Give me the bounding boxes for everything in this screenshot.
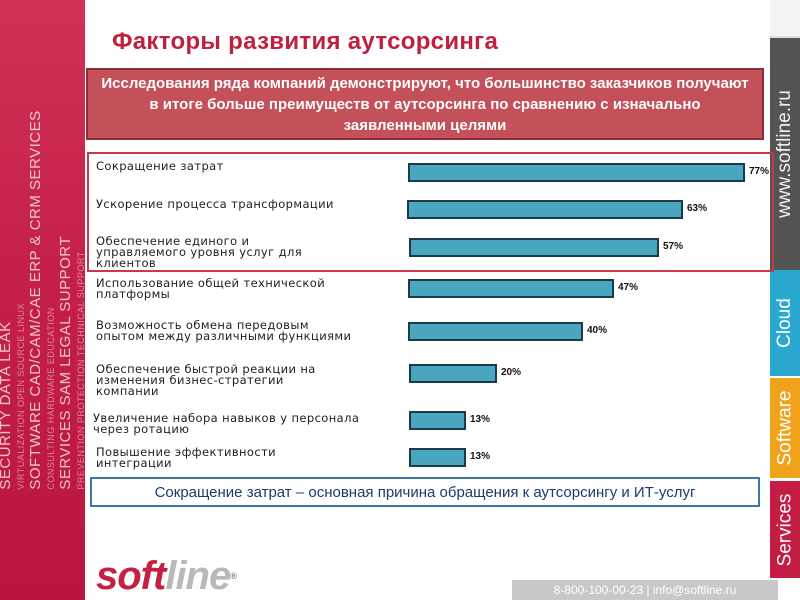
right-bar-top (770, 0, 800, 38)
cloud-tab[interactable]: Cloud (770, 270, 800, 376)
category-label: Ускорение процесса трансформации (96, 197, 334, 211)
site-url-text: www.softline.ru (774, 90, 795, 218)
category-label: интеграции (96, 456, 172, 470)
bar (409, 364, 497, 383)
research-banner-text: Исследования ряда компаний демонстрируют… (101, 74, 749, 134)
right-bar-url-panel (770, 38, 800, 270)
services-tab-label: Services (774, 493, 796, 566)
bar (408, 322, 583, 341)
bar (408, 163, 745, 182)
conclusion-box: Сокращение затрат – основная причина обр… (90, 477, 760, 507)
value-label: 20% (501, 367, 522, 378)
contacts-text: 8-800-100-00-23 | info@softline.ru (553, 583, 737, 597)
softline-logo[interactable]: softline® (96, 554, 237, 598)
category-label: клиентов (96, 256, 157, 270)
category-label: компании (96, 384, 159, 398)
value-label: 57% (663, 241, 684, 252)
category-label: Сокращение затрат (96, 159, 224, 173)
category-label: изменения бизнес-стратегии (96, 373, 284, 387)
category-label: Повышение эффективности (96, 445, 277, 459)
top-factors-highlight (87, 152, 774, 272)
category-label: через ротацию (93, 422, 190, 436)
value-label: 13% (470, 414, 491, 425)
value-label: 40% (587, 325, 608, 336)
bar (407, 200, 683, 219)
category-label: управляемого уровня услуг для (96, 245, 303, 259)
value-label: 77% (749, 166, 770, 177)
bar (409, 238, 659, 257)
factors-bar-chart: Сокращение затрат 77% Ускорение процесса т… (93, 159, 770, 470)
software-tab-label: Software (774, 390, 796, 466)
software-tab[interactable]: Software (770, 378, 800, 478)
right-side-bar: www.softline.ru Cloud Software Services (770, 0, 800, 600)
cloud-tab-label: Cloud (774, 298, 795, 348)
logo-registered-mark: ® (230, 571, 237, 581)
value-label: 13% (470, 451, 491, 462)
logo-line: line (165, 554, 231, 598)
page-title: Факторы развития аутсорсинга (112, 28, 499, 55)
left-decorative-banner: SECURITY DATA LEAK VIRTUALIZATION OPEN SO… (0, 0, 85, 600)
category-label: Увеличение набора навыков у персонала (93, 411, 360, 425)
contacts-bar: 8-800-100-00-23 | info@softline.ru (512, 580, 778, 600)
site-url-link[interactable]: www.softline.ru (770, 38, 800, 270)
research-banner: Исследования ряда компаний демонстрируют… (86, 68, 764, 140)
category-label: Обеспечение быстрой реакции на (96, 362, 316, 376)
category-label: Возможность обмена передовым (96, 318, 309, 332)
value-label: 47% (618, 282, 639, 293)
category-label: Обеспечение единого и (96, 234, 250, 248)
bar (408, 279, 614, 298)
services-tab[interactable]: Services (770, 481, 800, 578)
category-label: платформы (96, 287, 171, 301)
bar (409, 411, 466, 430)
bar (409, 448, 466, 467)
logo-soft: soft (96, 554, 166, 598)
conclusion-text: Сокращение затрат – основная причина обр… (154, 483, 696, 501)
category-label: опытом между различными функциями (96, 329, 352, 343)
value-label: 63% (687, 203, 708, 214)
category-label: Использование общей технической (96, 276, 326, 290)
